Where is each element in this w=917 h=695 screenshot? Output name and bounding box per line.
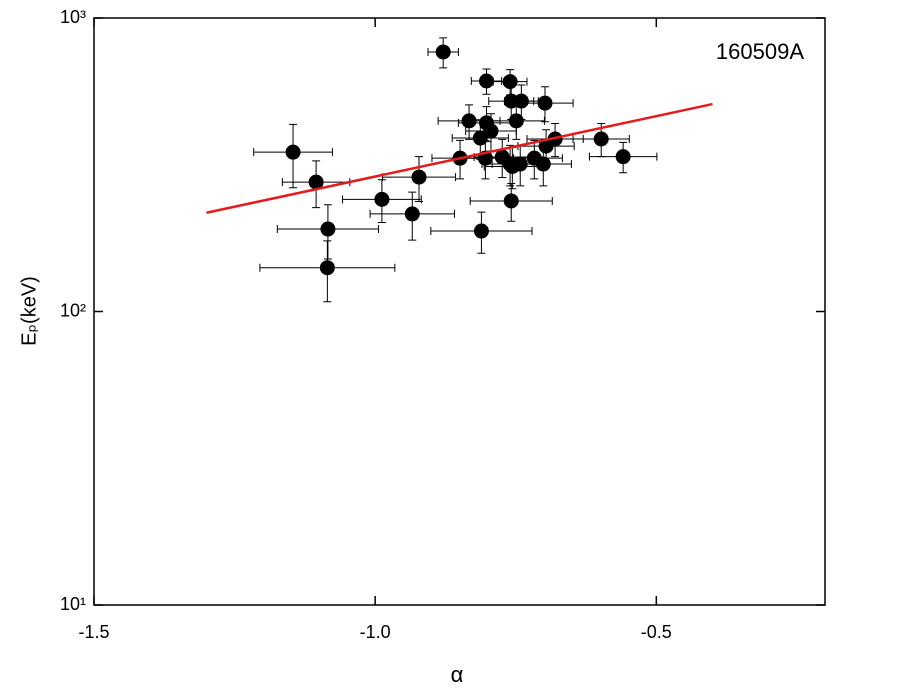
y-tick-label: 10² xyxy=(60,300,86,320)
point xyxy=(537,95,553,111)
point xyxy=(404,206,420,222)
x-tick-label: -1.5 xyxy=(78,622,109,642)
point xyxy=(285,144,301,160)
point xyxy=(478,73,494,89)
point xyxy=(435,44,451,60)
point xyxy=(411,169,427,185)
point xyxy=(615,149,631,165)
fit-line xyxy=(206,102,713,214)
x-tick-label: -0.5 xyxy=(641,622,672,642)
point xyxy=(535,156,551,172)
point xyxy=(319,260,335,276)
point xyxy=(374,191,390,207)
point xyxy=(504,158,520,174)
point xyxy=(308,174,324,190)
plot-frame xyxy=(93,17,826,606)
point xyxy=(473,223,489,239)
x-tick-label: -1.0 xyxy=(360,622,391,642)
point xyxy=(593,131,609,147)
point xyxy=(320,221,336,237)
point xyxy=(472,130,488,146)
point xyxy=(538,138,554,154)
x-axis-label: α xyxy=(451,662,464,687)
y-tick-label: 10¹ xyxy=(60,594,86,614)
point xyxy=(503,193,519,209)
point xyxy=(483,123,499,139)
y-axis-label: Eₚ(keV) xyxy=(18,276,40,346)
point xyxy=(461,113,477,129)
point xyxy=(508,113,524,129)
annotation: 160509A xyxy=(716,39,804,64)
point xyxy=(502,74,518,90)
y-tick-label: 10³ xyxy=(60,7,86,27)
